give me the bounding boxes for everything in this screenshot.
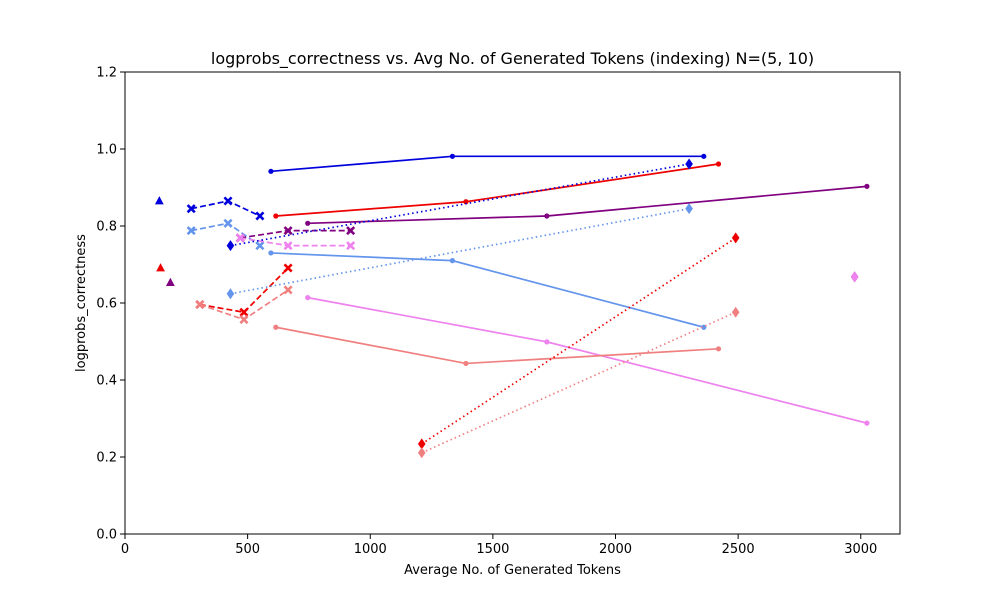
- data-point: [864, 183, 870, 189]
- series-21: [165, 277, 175, 286]
- series-2: [273, 161, 722, 219]
- data-point: [186, 226, 196, 236]
- series-line: [230, 163, 690, 247]
- y-tick-label: 1.2: [96, 66, 117, 81]
- y-tick-label: 0.8: [96, 220, 117, 235]
- series-20: [156, 263, 165, 272]
- data-point: [731, 306, 740, 318]
- y-tick-label: 0.2: [96, 451, 117, 466]
- series-line: [307, 296, 868, 424]
- series-12: [195, 285, 293, 325]
- series-14: [226, 203, 693, 300]
- data-point: [864, 420, 870, 426]
- series-18: [850, 271, 859, 283]
- series-line: [199, 289, 289, 321]
- series-7: [186, 196, 265, 221]
- data-point: [305, 220, 311, 226]
- data-point: [283, 285, 293, 295]
- x-tick-label: 500: [235, 542, 260, 557]
- data-point: [283, 226, 293, 236]
- series-line: [421, 311, 737, 454]
- series-line: [421, 237, 737, 445]
- data-point: [463, 199, 469, 205]
- chart-title: logprobs_correctness vs. Avg No. of Gene…: [211, 49, 814, 69]
- data-point: [449, 258, 456, 264]
- y-tick-label: 0.4: [96, 374, 117, 389]
- series-line: [275, 163, 719, 217]
- x-tick-label: 3000: [844, 542, 877, 557]
- data-point: [223, 218, 233, 228]
- x-axis: 0 500 1000 1500 2000 2500 3000: [121, 534, 877, 557]
- data-point: [165, 277, 175, 286]
- x-tick-label: 1500: [476, 542, 509, 557]
- x-tick-label: 2000: [599, 542, 632, 557]
- data-point: [255, 241, 265, 251]
- data-point: [417, 438, 426, 450]
- series-10: [235, 233, 356, 251]
- data-point: [715, 346, 722, 352]
- data-point: [417, 447, 426, 459]
- data-point: [715, 161, 722, 167]
- data-point: [463, 360, 469, 367]
- series-15: [417, 232, 740, 450]
- data-point: [226, 288, 235, 300]
- x-tick-label: 2500: [722, 542, 755, 557]
- series-line: [240, 229, 351, 239]
- data-point: [346, 226, 356, 236]
- series-4: [268, 250, 707, 330]
- data-point: [268, 250, 274, 256]
- series-line: [199, 267, 289, 314]
- data-point: [850, 271, 859, 283]
- data-point: [273, 213, 279, 219]
- data-point: [223, 196, 233, 206]
- x-tick-label: 1000: [354, 542, 387, 557]
- series-line: [230, 207, 690, 295]
- y-axis-label: logprobs_correctness: [74, 234, 89, 372]
- data-point: [156, 263, 165, 272]
- series-5: [305, 295, 870, 426]
- data-point: [255, 211, 265, 221]
- plot-frame: [124, 71, 901, 535]
- data-point: [283, 263, 293, 273]
- series-line: [307, 185, 867, 225]
- data-point: [154, 196, 164, 205]
- data-point: [239, 307, 249, 317]
- data-point: [268, 168, 274, 174]
- series-16: [417, 306, 740, 459]
- data-point: [195, 300, 205, 310]
- series-layer: [154, 153, 870, 459]
- y-tick-label: 1.0: [96, 143, 117, 158]
- data-point: [235, 233, 245, 243]
- data-point: [283, 241, 293, 251]
- data-point: [701, 324, 707, 330]
- data-point: [701, 153, 707, 159]
- data-point: [544, 213, 550, 219]
- data-point: [239, 315, 249, 325]
- series-8: [186, 218, 265, 251]
- series-3: [305, 183, 870, 226]
- data-point: [544, 339, 550, 345]
- data-point: [186, 204, 196, 214]
- series-19: [154, 196, 164, 205]
- series-6: [273, 324, 722, 367]
- series-13: [226, 158, 693, 252]
- data-point: [346, 241, 356, 251]
- data-point: [226, 240, 235, 252]
- data-point: [449, 153, 456, 159]
- series-line: [270, 155, 704, 173]
- data-point: [273, 324, 279, 330]
- data-point: [685, 203, 693, 215]
- y-axis: 0.0 0.2 0.4 0.6 0.8 1.0 1.2: [96, 66, 125, 543]
- y-tick-label: 0.6: [96, 297, 117, 312]
- y-tick-label: 0.0: [96, 528, 117, 543]
- data-point: [731, 232, 740, 244]
- x-axis-label: Average No. of Generated Tokens: [404, 563, 621, 578]
- x-tick-label: 0: [121, 542, 129, 557]
- data-point: [305, 295, 311, 301]
- series-line: [270, 252, 705, 329]
- data-point: [685, 158, 693, 170]
- series-1: [268, 153, 707, 174]
